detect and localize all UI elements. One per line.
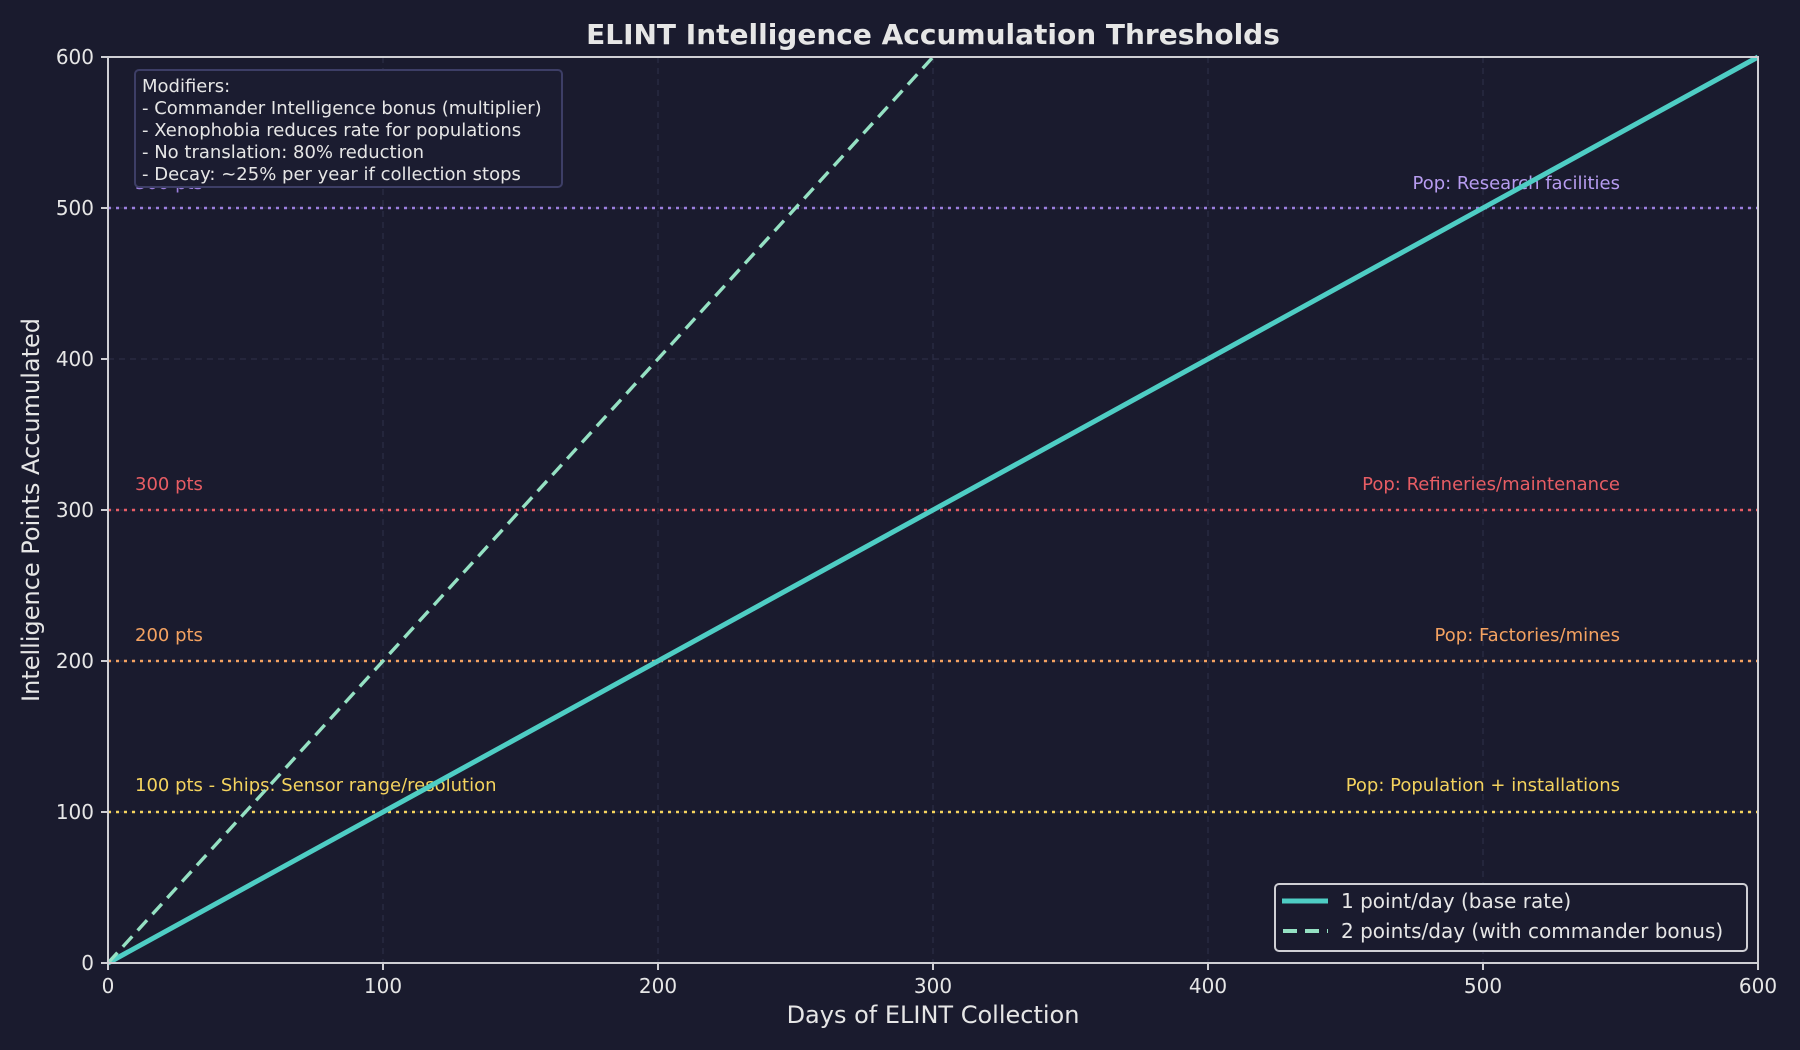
y-tick-label: 0 <box>81 951 94 975</box>
threshold-label-100-right: Pop: Population + installations <box>1346 775 1620 796</box>
threshold-label-500-right: Pop: Research facilities <box>1412 173 1620 194</box>
threshold-label-300-left: 300 pts <box>135 474 203 495</box>
modifier-item: - Decay: ~25% per year if collection sto… <box>142 164 521 185</box>
modifier-item: - Commander Intelligence bonus (multipli… <box>142 98 542 119</box>
x-tick-label: 600 <box>1739 974 1777 998</box>
legend-label-base-rate: 1 point/day (base rate) <box>1341 889 1571 913</box>
legend: 1 point/day (base rate) 2 points/day (wi… <box>1274 883 1748 952</box>
y-tick-label: 100 <box>56 800 94 824</box>
x-tick-label: 300 <box>914 974 952 998</box>
series-base-rate <box>106 54 1760 966</box>
modifiers-box: Modifiers: - Commander Intelligence bonu… <box>134 69 563 188</box>
x-tick-label: 100 <box>364 974 402 998</box>
x-axis <box>107 963 1759 970</box>
legend-label-commander-bonus: 2 points/day (with commander bonus) <box>1341 919 1723 943</box>
modifiers-title: Modifiers: <box>142 76 230 97</box>
x-axis-label: Days of ELINT Collection <box>787 1001 1080 1029</box>
y-tick-label: 300 <box>56 498 94 522</box>
threshold-label-100-left: 100 pts - Ships: Sensor range/resolution <box>135 775 497 796</box>
threshold-label-200-right: Pop: Factories/mines <box>1435 625 1620 646</box>
chart-title: ELINT Intelligence Accumulation Threshol… <box>586 18 1280 51</box>
modifier-item: - No translation: 80% reduction <box>142 142 424 163</box>
series-commander-bonus <box>106 55 935 965</box>
threshold-label-200-left: 200 pts <box>135 625 203 646</box>
y-tick-label: 400 <box>56 347 94 371</box>
y-axis-label: Intelligence Points Accumulated <box>17 318 45 702</box>
x-tick-label: 400 <box>1189 974 1227 998</box>
x-tick-label: 0 <box>102 974 115 998</box>
modifier-item: - Xenophobia reduces rate for population… <box>142 120 521 141</box>
threshold-label-300-right: Pop: Refineries/maintenance <box>1362 474 1620 495</box>
y-tick-label: 600 <box>56 45 94 69</box>
x-tick-label: 200 <box>639 974 677 998</box>
y-tick-label: 500 <box>56 196 94 220</box>
y-axis <box>101 56 108 964</box>
y-tick-label: 200 <box>56 649 94 673</box>
x-tick-label: 500 <box>1464 974 1502 998</box>
